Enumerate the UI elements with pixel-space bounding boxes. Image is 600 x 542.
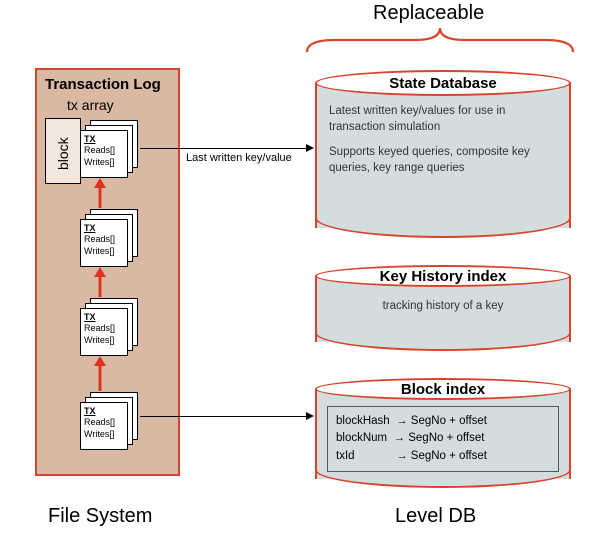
state-database-line2: Supports keyed queries, composite key qu… <box>315 145 571 176</box>
file-system-label: File System <box>48 505 152 528</box>
key-history-title: Key History index <box>317 267 569 287</box>
red-arrow-3 <box>92 356 108 393</box>
red-arrow-1 <box>92 178 108 210</box>
key-history-cylinder: Key History index tracking history of a … <box>315 265 571 351</box>
block-label: block <box>55 137 71 170</box>
writes-label: Writes[] <box>84 157 114 167</box>
reads-label: Reads[] <box>84 323 115 333</box>
state-database-title: State Database <box>317 72 569 96</box>
writes-label: Writes[] <box>84 429 114 439</box>
replaceable-label: Replaceable <box>373 2 484 25</box>
tx-label: TX <box>84 223 96 233</box>
tx-label: TX <box>84 406 96 416</box>
state-database-line1: Latest written key/values for use in tra… <box>315 104 571 135</box>
writes-label: Writes[] <box>84 246 114 256</box>
tx-stack-2: TXReads[] Writes[] <box>80 209 140 267</box>
tx-stack-4: TXReads[] Writes[] <box>80 392 140 450</box>
tx-label: TX <box>84 312 96 322</box>
block-index-row: blockHash → SegNo + offset <box>336 413 550 430</box>
red-arrow-2 <box>92 267 108 299</box>
state-database-cylinder: State Database Latest written key/values… <box>315 70 571 238</box>
arrow-label-state-db: Last written key/value <box>186 152 292 164</box>
writes-label: Writes[] <box>84 335 114 345</box>
tx-stack-3: TXReads[] Writes[] <box>80 298 140 356</box>
level-db-label: Level DB <box>395 505 476 528</box>
block-index-row: txId → SegNo + offset <box>336 448 550 465</box>
reads-label: Reads[] <box>84 234 115 244</box>
arrow-head-state-db <box>306 144 314 152</box>
reads-label: Reads[] <box>84 145 115 155</box>
key-history-line1: tracking history of a key <box>315 299 571 315</box>
tx-label: TX <box>84 134 96 144</box>
block-index-title: Block index <box>317 380 569 400</box>
brace-icon <box>305 26 575 54</box>
block-index-inner-box: blockHash → SegNo + offset blockNum → Se… <box>327 406 559 472</box>
block-index-row: blockNum → SegNo + offset <box>336 430 550 447</box>
reads-label: Reads[] <box>84 417 115 427</box>
tx-array-label: tx array <box>67 97 170 113</box>
arrow-to-state-db <box>140 148 306 149</box>
transaction-log-title: Transaction Log <box>45 76 170 93</box>
arrow-to-block-index <box>140 416 306 417</box>
tx-stack-1: TXReads[] Writes[] <box>80 120 140 178</box>
block-index-cylinder: Block index blockHash → SegNo + offset b… <box>315 378 571 488</box>
arrow-head-block-index <box>306 412 314 420</box>
